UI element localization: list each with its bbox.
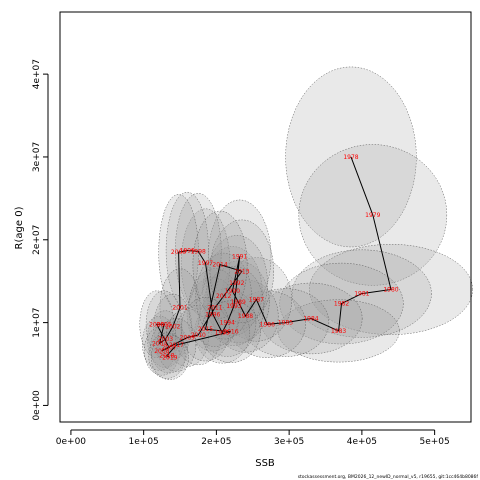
y-tick-label: 3e+07 [32,142,42,172]
year-label-2009: 2009 [180,335,195,342]
year-label-1985: 1985 [278,320,293,327]
year-label-1989: 1989 [231,299,246,306]
year-label-2003: 2003 [158,336,173,343]
year-label-2005: 2005 [156,321,171,328]
year-label-2007: 2007 [161,344,176,351]
year-label-2010: 2010 [191,332,206,339]
year-label-2008: 2008 [154,348,169,355]
year-label-1994: 1994 [220,320,235,327]
x-axis: 0e+00 1e+05 2e+05 3e+05 4e+05 5e+05 [56,429,450,447]
year-label-1983: 1983 [331,328,346,335]
year-label-2018: 2018 [159,353,174,360]
year-label-1990: 1990 [225,288,240,295]
x-axis-title: SSB [255,458,275,469]
credit-text: stockassessment.org, BM2026_12_newID_nor… [298,474,479,480]
year-label-1982: 1982 [334,301,349,308]
year-label-1984: 1984 [303,315,318,322]
y-tick-label: 0e+00 [32,390,42,421]
year-label-2017: 2017 [169,342,184,349]
year-label-2014: 2014 [212,262,227,269]
year-label-2016: 2016 [223,329,238,336]
year-label-1979: 1979 [365,212,380,219]
year-label-1980: 1980 [383,286,398,293]
year-label-1996: 1996 [205,311,220,318]
y-axis: 0e+00 1e+07 2e+07 3e+07 4e+07 [32,59,49,421]
year-label-2002: 2002 [165,324,180,331]
year-label-1991: 1991 [232,253,247,260]
y-tick-label: 4e+07 [32,59,42,89]
year-label-2015: 2015 [198,326,213,333]
year-label-1998: 1998 [191,248,206,255]
year-label-1987: 1987 [249,296,264,303]
year-label-1988: 1988 [238,313,253,320]
x-tick-label: 3e+05 [274,437,304,447]
x-tick-label: 5e+05 [419,437,449,447]
y-tick-label: 1e+07 [32,307,42,337]
x-tick-label: 2e+05 [201,437,231,447]
x-tick-label: 0e+00 [56,437,87,447]
year-label-1986: 1986 [260,321,275,328]
year-label-2011: 2011 [207,305,222,312]
year-label-1995: 1995 [215,330,230,337]
year-label-2012: 2012 [216,293,231,300]
year-label-2001: 2001 [172,305,187,312]
year-label-1997: 1997 [198,260,213,267]
x-tick-label: 1e+05 [129,437,159,447]
confidence-ellipse-2019 [150,334,189,380]
year-label-1999: 1999 [180,248,195,255]
plot-frame [59,11,472,423]
year-label-2004: 2004 [152,340,167,347]
year-label-1978: 1978 [343,154,358,161]
year-label-1993: 1993 [226,303,241,310]
year-label-2019: 2019 [162,354,177,361]
year-label-2006: 2006 [149,321,164,328]
y-axis-title: R(age 0) [14,206,25,249]
year-label-2013: 2013 [234,268,249,275]
y-tick-label: 2e+07 [32,225,42,255]
year-label-1992: 1992 [229,280,244,287]
x-tick-label: 4e+05 [347,437,377,447]
stock-recruitment-path [155,156,392,358]
year-label-2000: 2000 [171,249,186,256]
year-label-1981: 1981 [354,291,369,298]
